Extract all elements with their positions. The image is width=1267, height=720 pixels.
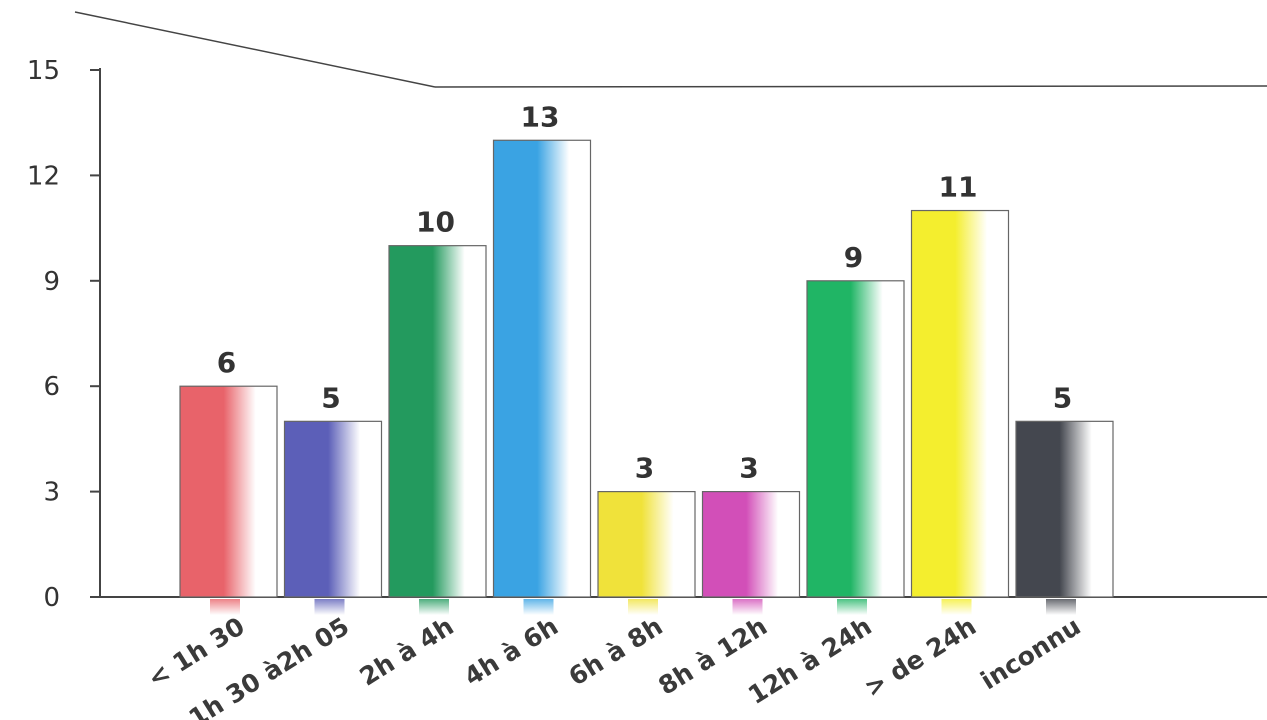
- x-category-label: inconnu: [976, 611, 1086, 695]
- y-tick-label: 0: [43, 583, 60, 613]
- category-color-tab: [523, 599, 554, 615]
- y-tick-label: 12: [27, 161, 60, 191]
- bar-value-label: 3: [739, 452, 758, 485]
- x-category-label: > de 24h: [859, 611, 981, 702]
- bar: [388, 245, 487, 598]
- bar-value-label: 5: [321, 381, 340, 414]
- bar-value-label: 9: [844, 241, 863, 274]
- y-tick-label: 3: [43, 478, 60, 508]
- bar: [701, 491, 801, 598]
- bar: [492, 139, 592, 598]
- bar-value-label: 10: [416, 206, 455, 239]
- category-color-tab: [419, 599, 449, 615]
- category-color-tab: [210, 599, 240, 615]
- y-tick-label: 6: [43, 372, 60, 402]
- bar-value-label: 11: [939, 171, 978, 204]
- category-color-tab: [941, 599, 972, 615]
- x-category-label: 6h à 8h: [564, 611, 668, 691]
- bar: [283, 420, 383, 598]
- bar-value-label: 3: [635, 452, 654, 485]
- bar-value-label: 5: [1053, 381, 1072, 414]
- category-color-tab: [732, 599, 763, 615]
- category-color-tab: [628, 599, 658, 615]
- decorative-horizontal-line: [434, 85, 1267, 88]
- bar: [179, 385, 278, 598]
- y-tick-label: 15: [27, 56, 60, 86]
- x-category-label: 2h à 4h: [355, 611, 459, 691]
- bar: [806, 280, 905, 598]
- x-category-label: 4h à 6h: [459, 611, 563, 691]
- category-color-tab: [837, 599, 867, 615]
- category-color-tab: [1046, 599, 1076, 615]
- bar: [1015, 420, 1114, 598]
- bar-value-label: 6: [217, 346, 236, 379]
- bar-value-label: 13: [521, 100, 560, 133]
- decorative-diagonal-line: [74, 11, 436, 88]
- category-color-tab: [314, 599, 345, 615]
- bar: [597, 491, 696, 598]
- bar: [910, 209, 1010, 598]
- y-tick-label: 9: [43, 267, 60, 297]
